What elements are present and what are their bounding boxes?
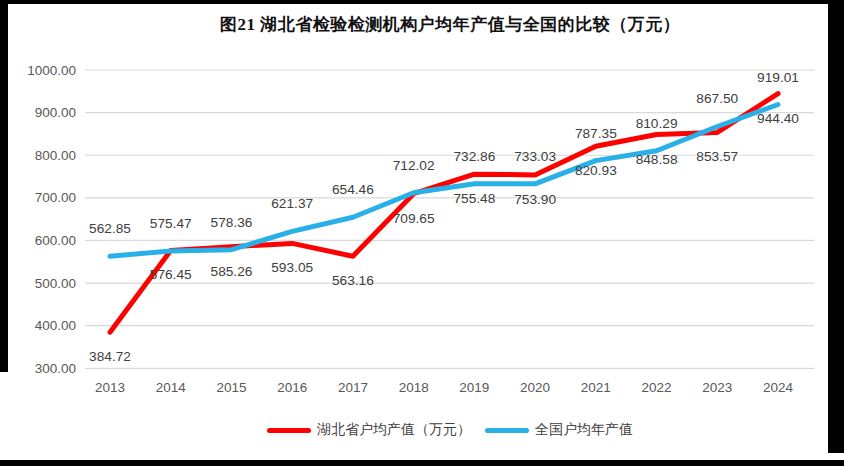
x-tick-label: 2014 — [156, 380, 187, 395]
x-tick-label: 2013 — [95, 380, 125, 395]
national-series-line-icon — [485, 428, 529, 433]
series-line-1 — [110, 105, 778, 257]
data-label-series-0: 585.26 — [211, 264, 253, 279]
data-label-series-1: 810.29 — [636, 116, 678, 131]
legend-item-hubei: 湖北省户均产值（万元） — [267, 421, 471, 439]
data-label-series-0: 848.58 — [636, 152, 678, 167]
legend-label-hubei: 湖北省户均产值（万元） — [317, 421, 471, 439]
frame-border-bottom — [0, 460, 844, 466]
hubei-series-line-icon — [267, 428, 311, 433]
x-tick-label: 2020 — [520, 380, 550, 395]
data-label-series-0: 709.65 — [393, 211, 435, 226]
data-label-series-1: 787.35 — [575, 126, 617, 141]
frame-border-left — [0, 0, 8, 372]
data-label-series-1: 867.50 — [696, 91, 738, 106]
y-tick-label: 300.00 — [35, 361, 76, 376]
legend-item-national: 全国户均年产值 — [485, 421, 633, 439]
legend-label-national: 全国户均年产值 — [535, 421, 633, 439]
x-tick-label: 2018 — [399, 380, 429, 395]
series-line-0 — [110, 94, 778, 333]
data-label-series-0: 576.45 — [150, 267, 192, 282]
data-label-series-0: 384.72 — [89, 349, 131, 364]
x-tick-label: 2016 — [277, 380, 307, 395]
x-tick-label: 2015 — [216, 380, 246, 395]
y-tick-label: 500.00 — [35, 276, 76, 291]
x-tick-label: 2024 — [763, 380, 794, 395]
y-tick-label: 400.00 — [35, 318, 76, 333]
frame-border-top — [0, 0, 844, 4]
x-tick-label: 2022 — [642, 380, 672, 395]
data-label-series-0: 563.16 — [332, 273, 374, 288]
data-label-series-0: 820.93 — [575, 163, 617, 178]
line-chart: 1000.00 900.00 800.00 700.00 600.00 500.00 400… — [0, 0, 844, 466]
chart-figure: 图21 湖北省检验检测机构户均年产值与全国的比较（万元） 1000.00900.… — [0, 0, 844, 466]
data-label-series-0: 755.48 — [453, 191, 495, 206]
data-label-series-1: 712.02 — [393, 158, 435, 173]
data-label-series-1: 654.46 — [332, 182, 374, 197]
data-label-series-1: 562.85 — [89, 221, 131, 236]
data-label-series-1: 732.86 — [453, 149, 495, 164]
y-tick-label: 1000.00 — [27, 63, 76, 78]
data-label-series-0: 753.90 — [514, 192, 556, 207]
data-label-series-1: 733.03 — [514, 149, 556, 164]
y-tick-label: 700.00 — [35, 190, 76, 205]
chart-legend: 湖北省户均产值（万元） 全国户均年产值 — [85, 417, 815, 443]
y-tick-label: 800.00 — [35, 148, 76, 163]
x-tick-label: 2017 — [338, 380, 368, 395]
x-tick-label: 2019 — [459, 380, 489, 395]
y-tick-label: 600.00 — [35, 233, 76, 248]
data-label-series-0: 853.57 — [696, 149, 738, 164]
data-label-series-1: 575.47 — [150, 216, 192, 231]
x-tick-label: 2021 — [581, 380, 611, 395]
x-tick-label: 2023 — [702, 380, 732, 395]
data-label-series-0: 593.05 — [271, 260, 313, 275]
frame-border-right — [828, 0, 844, 453]
data-label-series-1: 919.01 — [757, 70, 799, 85]
data-label-series-1: 578.36 — [211, 215, 253, 230]
data-label-series-1: 621.37 — [271, 196, 313, 211]
data-label-series-0: 944.40 — [757, 111, 799, 126]
y-tick-label: 900.00 — [35, 105, 76, 120]
